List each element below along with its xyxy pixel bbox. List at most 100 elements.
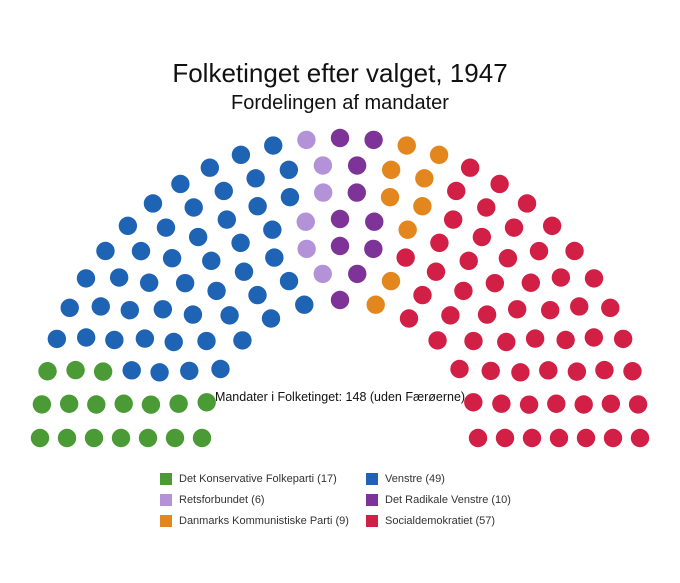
seat-danmarks-kommunistiske-parti [381,160,401,180]
seat-socialdemokratiet [428,331,447,350]
seat-socialdemokratiet [504,218,524,237]
legend-swatch [366,515,378,527]
seat-venstre [60,298,79,318]
seat-danmarks-kommunistiske-parti [380,187,400,207]
seat-socialdemokratiet [565,241,584,261]
seat-danmarks-kommunistiske-parti [413,197,432,216]
seat-socialdemokratiet [450,359,469,379]
seat-venstre [105,330,124,350]
seat-venstre [183,305,203,324]
seat-venstre [265,248,284,267]
seat-venstre [162,249,182,268]
seat-socialdemokratiet [396,248,415,267]
legend: Det Konservative Folkeparti (17) Venstre … [160,472,540,528]
seat-venstre [279,271,299,291]
seat-venstre [184,198,203,217]
seat-socialdemokratiet [556,330,575,350]
legend-label: Det Radikale Venstre (10) [385,494,511,506]
legend-label: Danmarks Kommunistiske Parti (9) [179,515,349,527]
seat-venstre [180,361,199,381]
seat-socialdemokratiet [630,428,650,448]
seat-socialdemokratiet [576,428,596,448]
legend-swatch [366,494,378,506]
seat-danmarks-kommunistiske-parti [366,295,385,314]
seat-venstre [202,251,221,271]
seat-venstre [214,181,233,201]
seat-socialdemokratiet [459,251,478,271]
seat-venstre [76,328,96,347]
seat-venstre [164,332,183,352]
seat-venstre [211,359,230,379]
seat-venstre [171,174,190,194]
seat-venstre [139,273,159,292]
legend-label: Socialdemokratiet (57) [385,515,496,527]
seat-det-konservative-folkeparti [165,428,185,448]
seat-socialdemokratiet [517,194,537,213]
seat-venstre [188,227,208,247]
seat-socialdemokratiet [519,395,539,414]
seat-socialdemokratiet [413,285,432,305]
seat-venstre [156,218,176,237]
seat-venstre [248,197,267,216]
seat-venstre [197,331,216,351]
seat-socialdemokratiet [522,428,542,448]
seat-det-konservative-folkeparti [93,362,113,381]
seat-det-konservative-folkeparti [30,428,50,448]
seat-retsforbundet [314,183,333,202]
seat-venstre [109,268,129,287]
seat-socialdemokratiet [623,362,642,381]
seat-socialdemokratiet [601,394,621,413]
seat-socialdemokratiet [551,268,571,287]
seat-venstre [122,361,141,380]
seat-socialdemokratiet [481,361,500,381]
seat-venstre [220,306,239,325]
seat-socialdemokratiet [511,363,530,382]
seat-det-konservative-folkeparti [87,395,106,414]
seat-det-radikale-venstre [330,290,350,310]
seat-det-konservative-folkeparti [197,393,216,412]
seat-socialdemokratiet [525,329,545,348]
seat-det-radikale-venstre [347,156,367,175]
seat-det-radikale-venstre [330,128,350,148]
seat-venstre [200,158,220,177]
seat-det-konservative-folkeparti [38,362,57,381]
seat-venstre [131,241,151,261]
seat-socialdemokratiet [507,300,527,319]
seat-socialdemokratiet [574,395,593,414]
seat-venstre [231,145,251,165]
legend-swatch [160,494,172,506]
seat-venstre [135,329,155,348]
seat-venstre [264,136,283,155]
seat-socialdemokratiet [540,300,560,320]
seat-det-konservative-folkeparti [59,394,79,413]
seat-venstre [150,363,169,382]
legend-item: Venstre (49) [366,472,540,486]
seat-venstre [120,300,140,320]
legend-label: Venstre (49) [385,473,445,485]
seat-retsforbundet [297,130,316,150]
seat-venstre [47,329,67,349]
seat-socialdemokratiet [547,394,566,413]
seat-det-radikale-venstre [347,183,366,202]
seat-socialdemokratiet [567,362,587,381]
seat-det-konservative-folkeparti [169,394,188,413]
seat-socialdemokratiet [441,306,460,325]
seat-det-konservative-folkeparti [111,428,131,448]
legend-swatch [160,515,172,527]
seat-det-konservative-folkeparti [114,394,133,413]
seat-venstre [207,281,226,301]
seat-socialdemokratiet [430,233,449,253]
seat-socialdemokratiet [584,269,604,288]
parliament-chart [30,128,650,448]
seat-det-radikale-venstre [330,209,350,229]
seat-det-radikale-venstre [365,212,384,231]
legend-item: Det Konservative Folkeparti (17) [160,472,366,486]
seat-venstre [91,297,110,316]
seat-socialdemokratiet [464,331,483,351]
legend-label: Det Konservative Folkeparti (17) [179,473,337,485]
seat-socialdemokratiet [549,428,569,448]
seat-socialdemokratiet [468,428,488,448]
seat-venstre [217,210,237,229]
seat-socialdemokratiet [447,181,466,201]
legend-swatch [160,473,172,485]
